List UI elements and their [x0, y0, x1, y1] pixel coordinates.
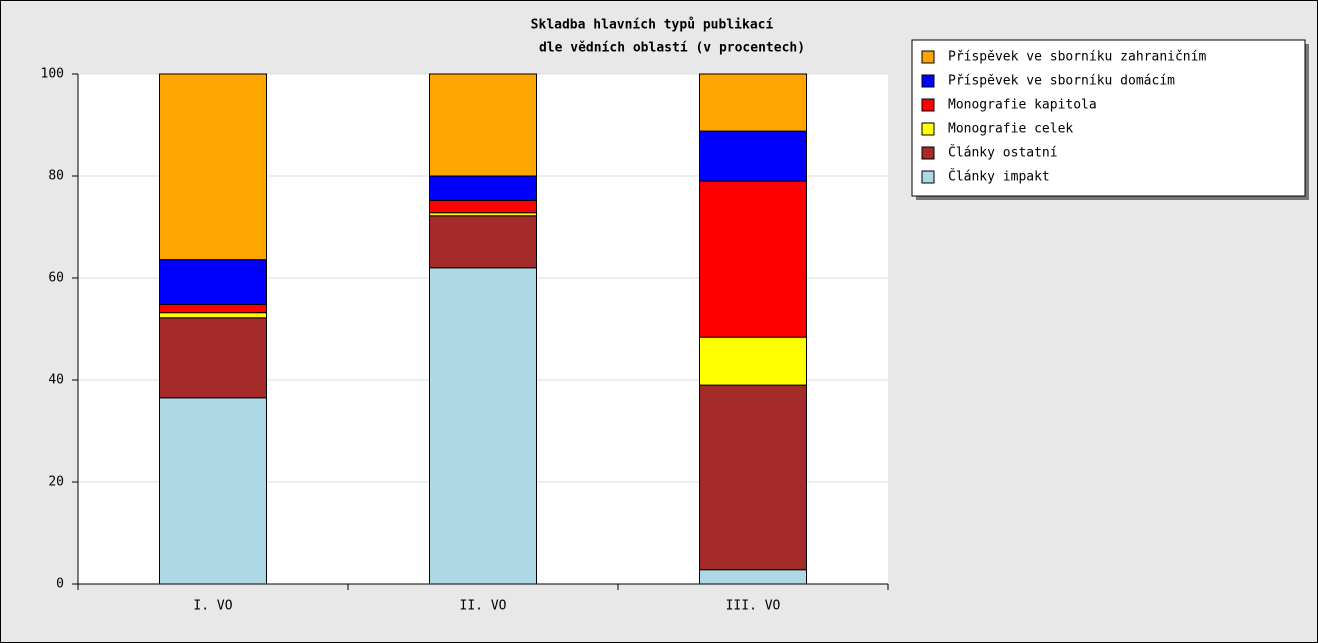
x-tick-label: II. VO [460, 599, 507, 614]
legend-swatch [921, 122, 935, 136]
y-tick-label: 40 [48, 373, 64, 388]
bar-segment [699, 73, 807, 132]
bar-segment [699, 569, 807, 585]
chart-title: Skladba hlavních typů publikací [531, 18, 774, 33]
legend [911, 39, 1306, 197]
y-tick-label: 0 [56, 577, 64, 592]
bar-segment [699, 336, 807, 386]
y-tick-label: 60 [48, 271, 64, 286]
bar-segment [429, 73, 537, 177]
bar-segment [429, 175, 537, 201]
legend-swatch [921, 98, 935, 112]
legend-swatch [921, 74, 935, 88]
legend-label: Monografie celek [948, 122, 1073, 137]
legend-label: Monografie kapitola [948, 98, 1097, 113]
legend-label: Články impakt [948, 169, 1050, 185]
bar-segment [429, 267, 537, 585]
x-tick-label: III. VO [726, 599, 781, 614]
bar-segment [429, 199, 537, 214]
y-tick-label: 20 [48, 475, 64, 490]
bar-segment [159, 259, 267, 306]
y-tick-label: 100 [41, 67, 64, 82]
bar-segment [699, 384, 807, 571]
bar-segment [699, 130, 807, 182]
bar-segment [699, 180, 807, 338]
bar-segment [159, 397, 267, 585]
x-tick-label: I. VO [193, 599, 232, 614]
legend-label: Příspěvek ve sborníku domácím [948, 74, 1175, 89]
y-tick-label: 80 [48, 169, 64, 184]
legend-label: Články ostatní [948, 145, 1058, 161]
bar-segment [159, 312, 267, 319]
chart-title: dle vědních oblastí (v procentech) [539, 41, 805, 56]
bar-segment [159, 73, 267, 261]
bar-segment [159, 317, 267, 399]
bar-segment [429, 215, 537, 269]
legend-label: Příspěvek ve sborníku zahraničním [948, 50, 1206, 65]
legend-swatch [921, 50, 935, 64]
bar-segment [159, 304, 267, 314]
legend-swatch [921, 170, 935, 184]
legend-swatch [921, 146, 935, 160]
